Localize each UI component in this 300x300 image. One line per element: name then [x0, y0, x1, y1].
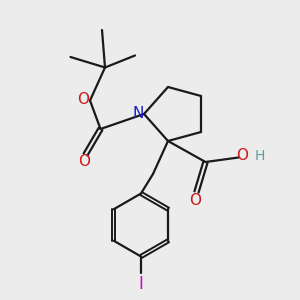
Text: N: N — [133, 106, 144, 122]
Text: I: I — [139, 275, 143, 293]
Text: O: O — [77, 92, 89, 106]
Text: O: O — [78, 154, 90, 169]
Text: O: O — [236, 148, 248, 164]
Text: O: O — [189, 193, 201, 208]
Text: H: H — [255, 149, 265, 163]
